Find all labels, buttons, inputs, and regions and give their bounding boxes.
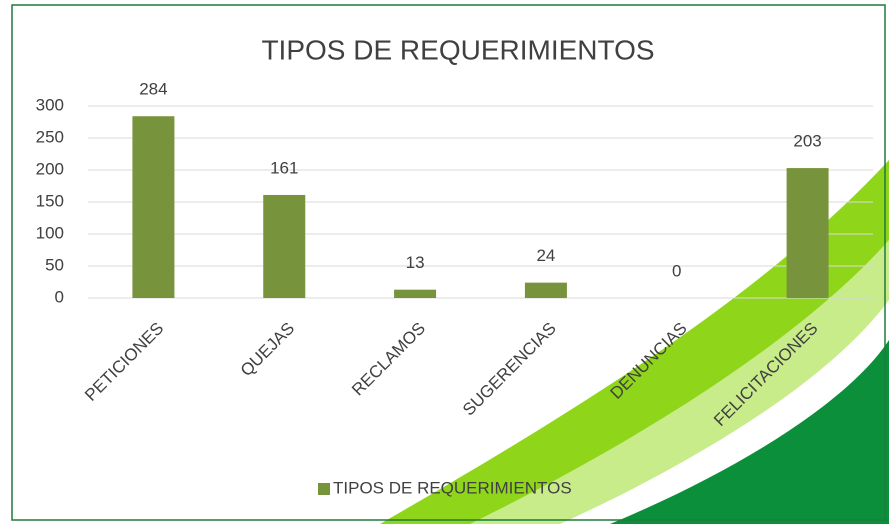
- y-tick-label: 150: [36, 191, 64, 210]
- bar: [394, 289, 437, 298]
- chart-border: [11, 4, 886, 521]
- bar: [786, 168, 829, 298]
- data-label: 0: [672, 261, 681, 280]
- legend-swatch: [318, 483, 330, 495]
- y-tick-label: 300: [36, 95, 64, 114]
- y-tick-label: 0: [55, 287, 64, 306]
- bar: [132, 116, 175, 299]
- data-label: 24: [536, 246, 555, 265]
- legend-label: TIPOS DE REQUERIMIENTOS: [333, 478, 572, 497]
- bar: [263, 194, 306, 298]
- data-label: 13: [406, 253, 425, 272]
- y-tick-label: 200: [36, 159, 64, 178]
- y-tick-label: 250: [36, 127, 64, 146]
- data-label: 284: [139, 80, 167, 99]
- bar: [524, 282, 567, 298]
- y-tick-label: 100: [36, 223, 64, 242]
- data-label: 203: [793, 132, 821, 151]
- data-label: 161: [270, 158, 298, 177]
- decor-swoosh-dark: [610, 340, 889, 524]
- y-tick-label: 50: [45, 255, 64, 274]
- chart-title: TIPOS DE REQUERIMIENTOS: [261, 34, 654, 65]
